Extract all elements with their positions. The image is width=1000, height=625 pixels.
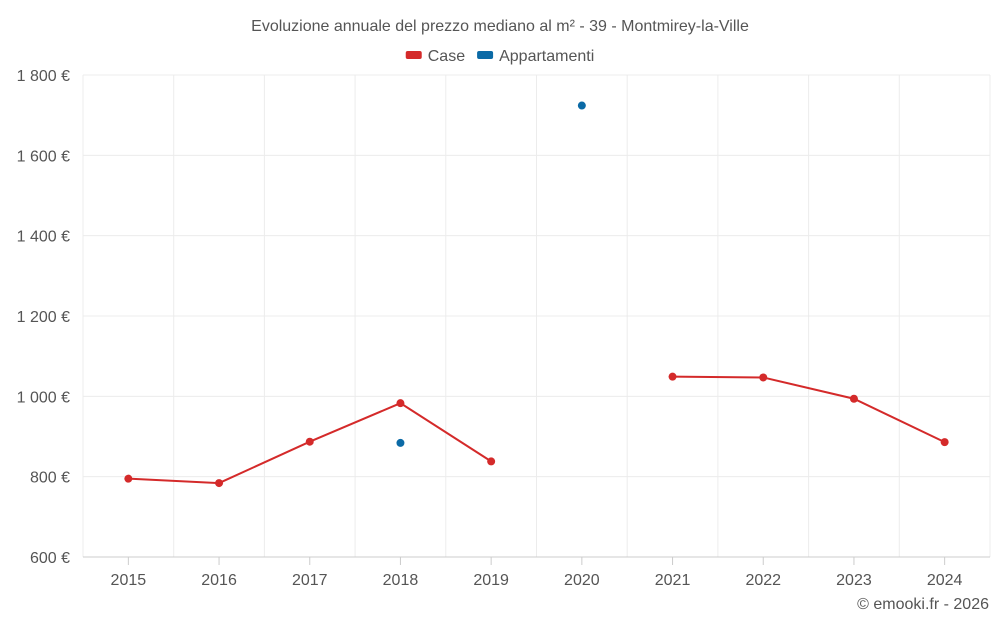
data-point[interactable] (849, 394, 858, 403)
series-appartamenti (396, 101, 586, 447)
series-case (124, 372, 949, 488)
y-tick-label: 1 400 € (17, 229, 70, 246)
legend-label: Case (428, 48, 465, 65)
data-point[interactable] (487, 457, 496, 466)
data-point[interactable] (396, 399, 405, 408)
legend-label: Appartamenti (499, 48, 594, 65)
legend-swatch (405, 51, 422, 59)
x-tick-label: 2019 (473, 572, 509, 589)
legend-swatch (477, 51, 494, 59)
x-tick-label: 2024 (927, 572, 963, 589)
x-tick-label: 2022 (745, 572, 781, 589)
y-tick-label: 1 800 € (17, 68, 70, 85)
data-point[interactable] (668, 372, 677, 381)
credit-text: © emooki.fr - 2026 (857, 596, 989, 613)
x-tick-label: 2023 (836, 572, 872, 589)
gridlines (82, 74, 991, 557)
series (124, 101, 949, 488)
data-point[interactable] (940, 438, 949, 447)
legend-item-appartamenti[interactable]: Appartamenti (477, 48, 594, 65)
x-tick-label: 2021 (655, 572, 691, 589)
x-tick-label: 2017 (292, 572, 328, 589)
legend-item-case[interactable]: Case (405, 48, 465, 65)
data-point[interactable] (215, 479, 224, 488)
data-point[interactable] (577, 101, 586, 110)
x-axis: 2015 2016 2017 2018 2019 2020 2021 2022 2023 2024 (83, 556, 990, 589)
data-point[interactable] (305, 437, 314, 446)
legend: Case Appartamenti (405, 48, 594, 65)
x-tick-label: 2016 (201, 572, 237, 589)
y-tick-label: 800 € (30, 470, 70, 487)
y-tick-label: 1 200 € (17, 309, 70, 326)
x-tick-label: 2020 (564, 572, 600, 589)
chart-title: Evoluzione annuale del prezzo mediano al… (251, 18, 749, 35)
y-tick-label: 600 € (30, 550, 70, 567)
series-line (672, 375, 946, 444)
y-tick-label: 1 000 € (17, 389, 70, 406)
data-point[interactable] (124, 474, 133, 483)
x-tick-label: 2015 (111, 572, 147, 589)
data-point[interactable] (759, 373, 768, 382)
y-axis: 600 € 800 € 1 000 € 1 200 € 1 400 € 1 600 € 1 … (17, 68, 70, 567)
y-tick-label: 1 600 € (17, 148, 70, 165)
data-point[interactable] (396, 438, 405, 447)
x-tick-label: 2018 (383, 572, 419, 589)
